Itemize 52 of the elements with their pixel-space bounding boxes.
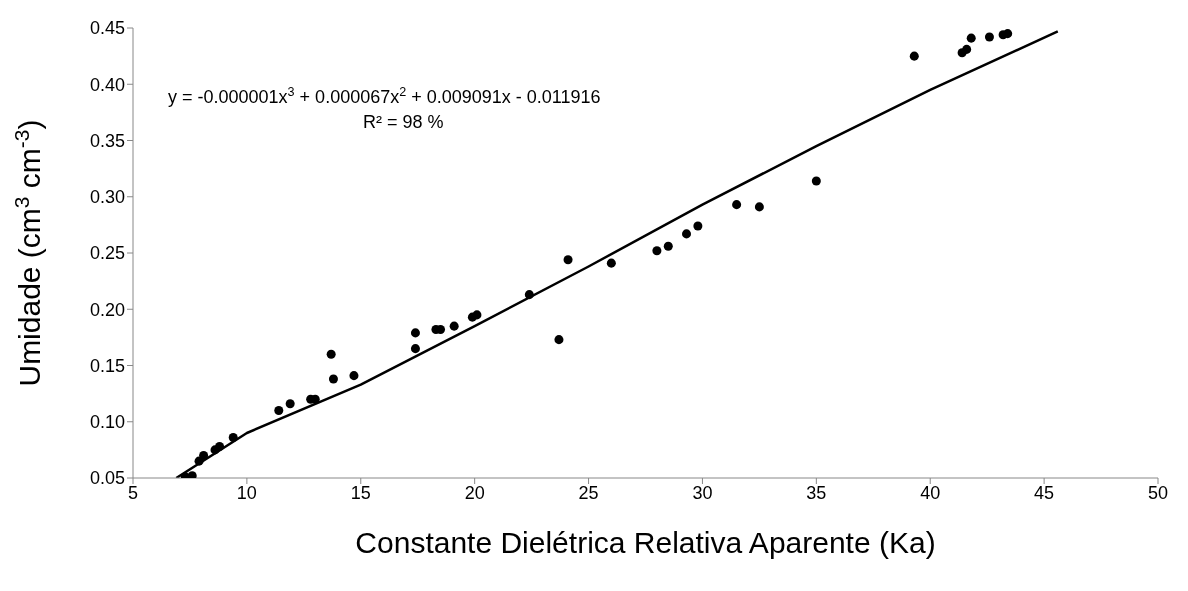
point xyxy=(754,202,764,212)
annotation: R² = 98 % xyxy=(363,112,444,132)
point xyxy=(984,32,994,42)
point xyxy=(606,258,616,268)
x-axis-title: Constante Dielétrica Relativa Aparente (Ka) xyxy=(355,526,936,559)
x-tick-label: 45 xyxy=(1034,482,1055,503)
x-tick-label: 10 xyxy=(236,482,257,503)
point xyxy=(554,335,564,345)
annotation: y = -0.000001x$^{3}$ + 0.000067x$^{2}$ + 0.009091x - 0.011916 xyxy=(168,85,601,107)
point xyxy=(811,176,821,186)
x-tick-label: 15 xyxy=(350,482,371,503)
y-tick-label: 0.25 xyxy=(89,243,125,264)
point xyxy=(274,405,284,416)
point xyxy=(199,450,209,461)
point xyxy=(285,399,295,409)
point xyxy=(326,349,336,359)
point xyxy=(349,371,359,381)
y-tick-label: 0.35 xyxy=(89,130,125,151)
point xyxy=(228,432,238,443)
point xyxy=(652,246,662,256)
line-series xyxy=(175,30,1060,478)
point xyxy=(410,328,420,338)
x-tick-label: 25 xyxy=(578,482,599,503)
point xyxy=(563,255,573,265)
y-tick-label: 0.15 xyxy=(89,355,125,376)
point xyxy=(328,374,338,384)
y-tick-label: 0.40 xyxy=(89,74,125,95)
y-tick-label: 0.10 xyxy=(89,412,125,433)
y-tick-label: 0.30 xyxy=(89,187,125,208)
point xyxy=(215,441,225,452)
point xyxy=(966,33,976,43)
x-tick-label: 35 xyxy=(806,482,827,503)
x-tick-label: 5 xyxy=(127,482,139,503)
point xyxy=(472,310,482,320)
point xyxy=(732,200,742,210)
y-tick-label: 0.20 xyxy=(89,299,125,320)
point xyxy=(681,229,692,239)
x-tick-label: 20 xyxy=(464,482,485,503)
point xyxy=(449,321,459,331)
y-tick-label: 0.05 xyxy=(89,468,125,489)
x-tick-label: 40 xyxy=(920,482,941,503)
point xyxy=(524,290,534,300)
point xyxy=(962,44,972,54)
y-tick-label: 0.45 xyxy=(89,18,125,39)
point xyxy=(187,471,197,478)
point xyxy=(410,344,420,354)
point xyxy=(909,51,919,61)
point xyxy=(663,241,673,251)
x-tick-label: 30 xyxy=(692,482,713,503)
point xyxy=(693,221,703,231)
x-tick-label: 50 xyxy=(1147,482,1169,503)
point xyxy=(1003,29,1013,39)
